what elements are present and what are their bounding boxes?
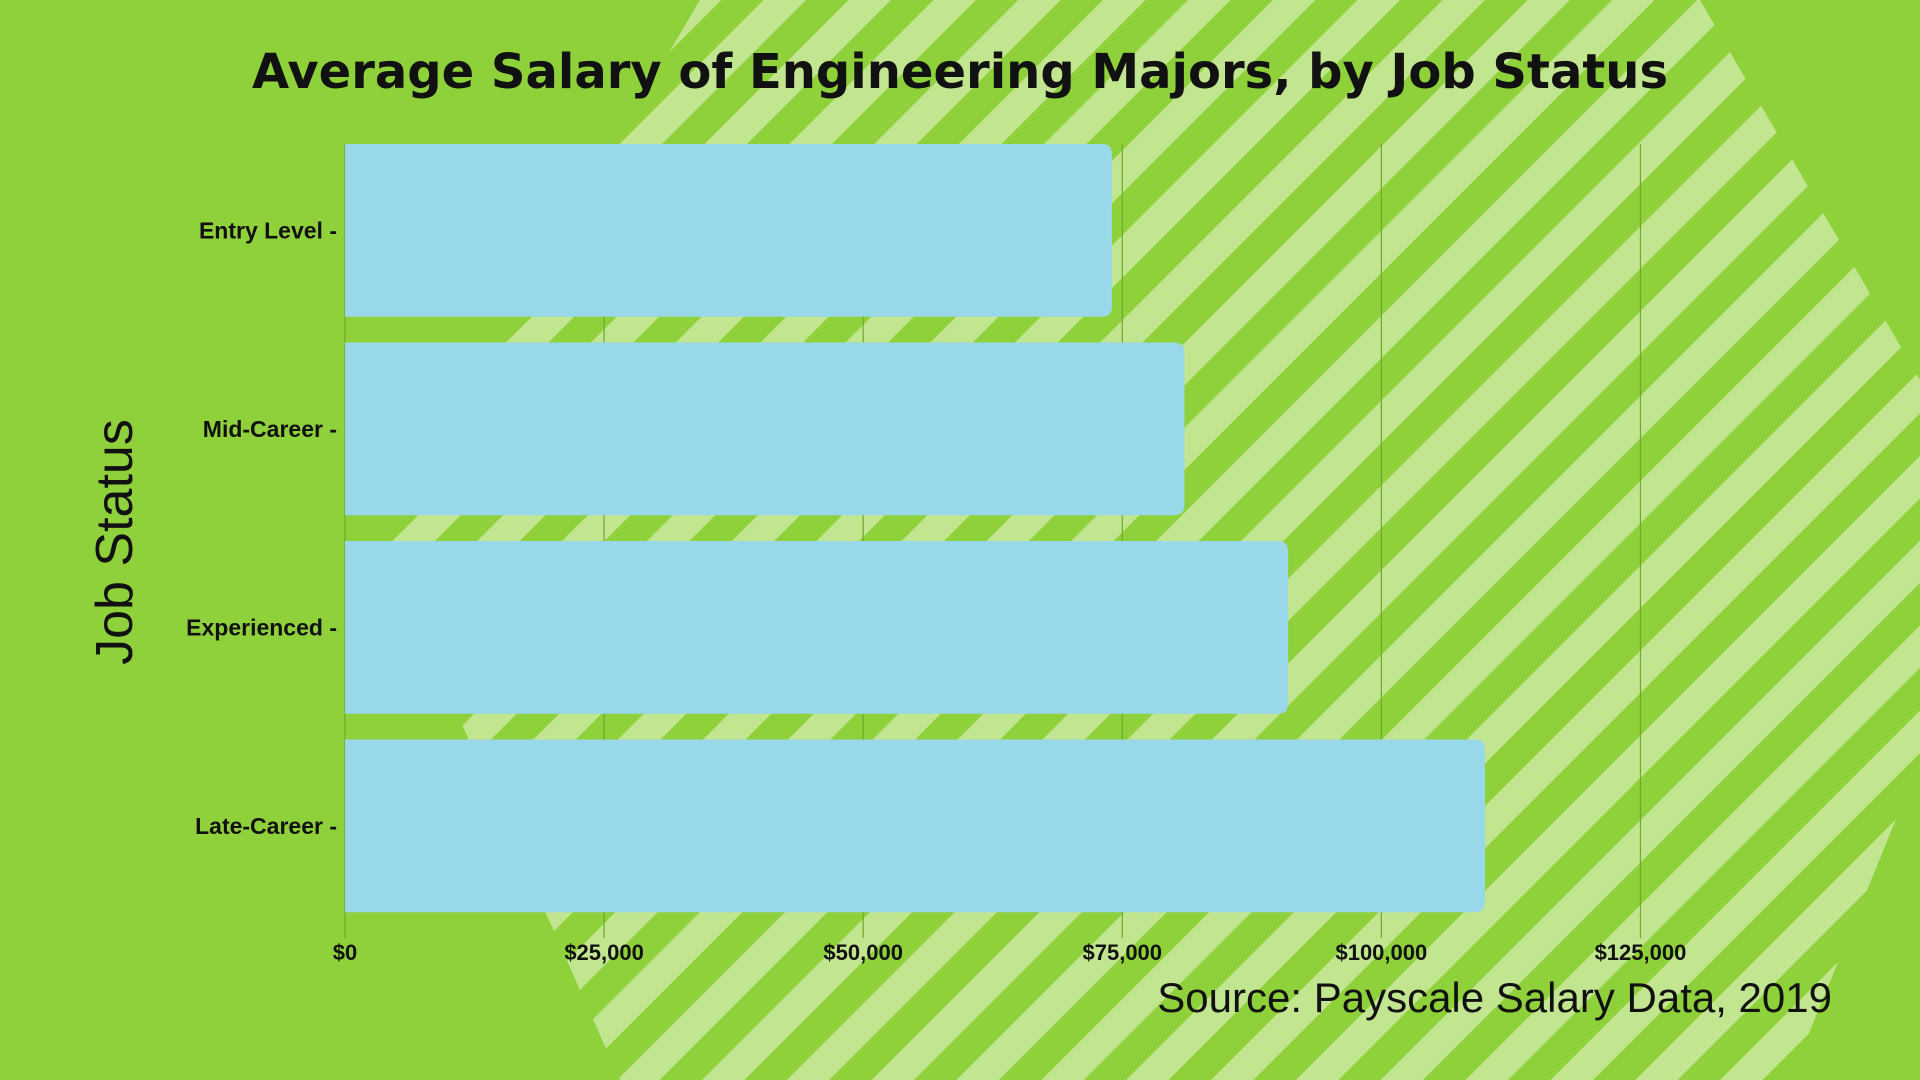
x-tick-label: $75,000 — [1083, 940, 1163, 965]
source-note: Source: Payscale Salary Data, 2019 — [1157, 974, 1832, 1021]
bar-late-career — [345, 739, 1485, 913]
y-axis-label: Job Status — [86, 419, 144, 665]
chart-title: Average Salary of Engineering Majors, by… — [252, 44, 1668, 100]
bar-entry-level — [345, 144, 1112, 317]
x-tick-label: $0 — [333, 940, 357, 965]
category-label: Late-Career - — [195, 813, 337, 839]
category-label: Entry Level - — [199, 217, 337, 243]
x-tick-label: $100,000 — [1335, 940, 1427, 965]
x-tick-label: $25,000 — [564, 940, 644, 965]
category-label: Mid-Career - — [203, 416, 337, 442]
bar-mid-career — [345, 342, 1185, 516]
category-label: Experienced - — [186, 614, 337, 640]
bars — [345, 144, 1485, 913]
x-tick-labels: $0 $25,000 $50,000 $75,000 $100,000 $125,000 — [333, 940, 1687, 965]
category-labels: Entry Level - Mid-Career - Experienced - La… — [186, 217, 337, 839]
x-tick-label: $125,000 — [1595, 940, 1687, 965]
x-tick-label: $50,000 — [823, 940, 903, 965]
bar-experienced — [345, 541, 1289, 714]
